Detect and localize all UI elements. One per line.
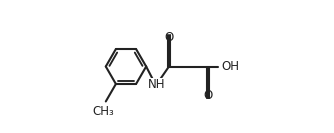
Text: O: O: [164, 31, 174, 44]
Text: O: O: [203, 89, 213, 102]
Text: NH: NH: [148, 78, 165, 91]
Text: OH: OH: [221, 60, 239, 73]
Text: CH₃: CH₃: [93, 105, 114, 118]
